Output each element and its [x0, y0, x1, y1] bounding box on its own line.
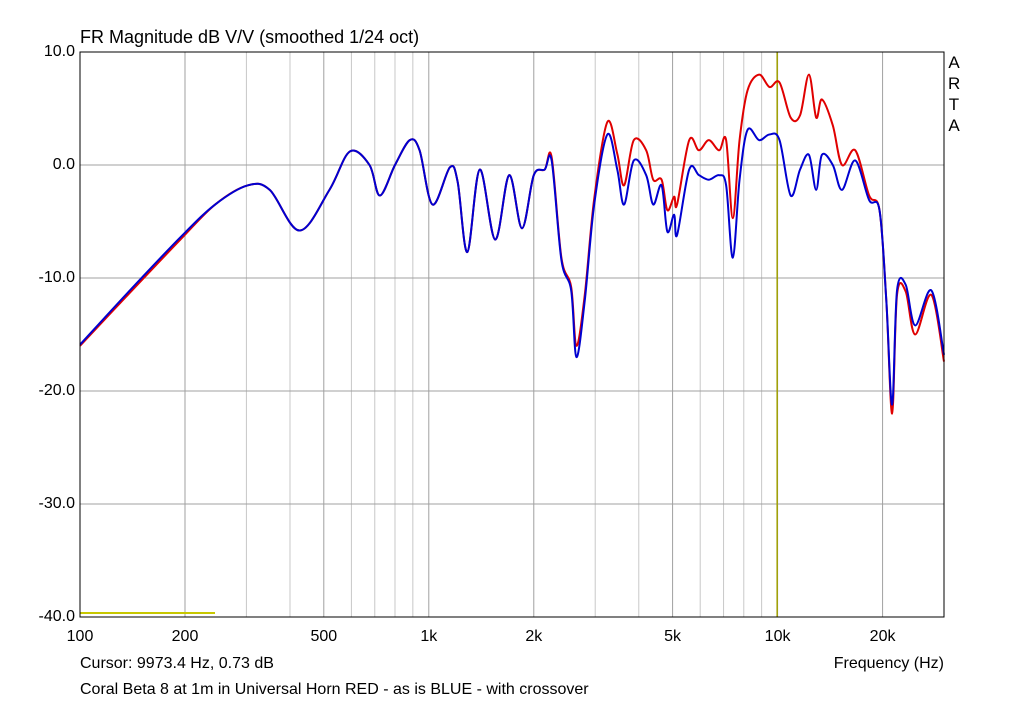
chart-title: FR Magnitude dB V/V (smoothed 1/24 oct)	[80, 27, 419, 47]
x-tick-label: 20k	[870, 628, 897, 645]
y-tick-label: -40.0	[39, 608, 76, 625]
x-tick-label: 1k	[420, 628, 438, 645]
x-tick-label: 100	[67, 628, 94, 645]
watermark: ARTA	[948, 53, 961, 135]
y-tick-label: -30.0	[39, 495, 76, 512]
x-tick-label: 5k	[664, 628, 682, 645]
x-axis-label: Frequency (Hz)	[834, 655, 944, 672]
plot-frame	[79, 51, 945, 618]
x-tick-label: 10k	[765, 628, 792, 645]
plot-area	[80, 52, 944, 617]
y-tick-label: 10.0	[44, 43, 75, 60]
y-tick-label: 0.0	[53, 156, 75, 173]
x-tick-label: 200	[172, 628, 199, 645]
cursor-readout: Cursor: 9973.4 Hz, 0.73 dB	[80, 655, 274, 672]
x-tick-label: 2k	[525, 628, 543, 645]
x-tick-label: 500	[310, 628, 337, 645]
y-tick-label: -10.0	[39, 269, 76, 286]
footer-note: Coral Beta 8 at 1m in Universal Horn RED…	[80, 681, 589, 698]
y-tick-label: -20.0	[39, 382, 76, 399]
series-line	[79, 127, 945, 406]
